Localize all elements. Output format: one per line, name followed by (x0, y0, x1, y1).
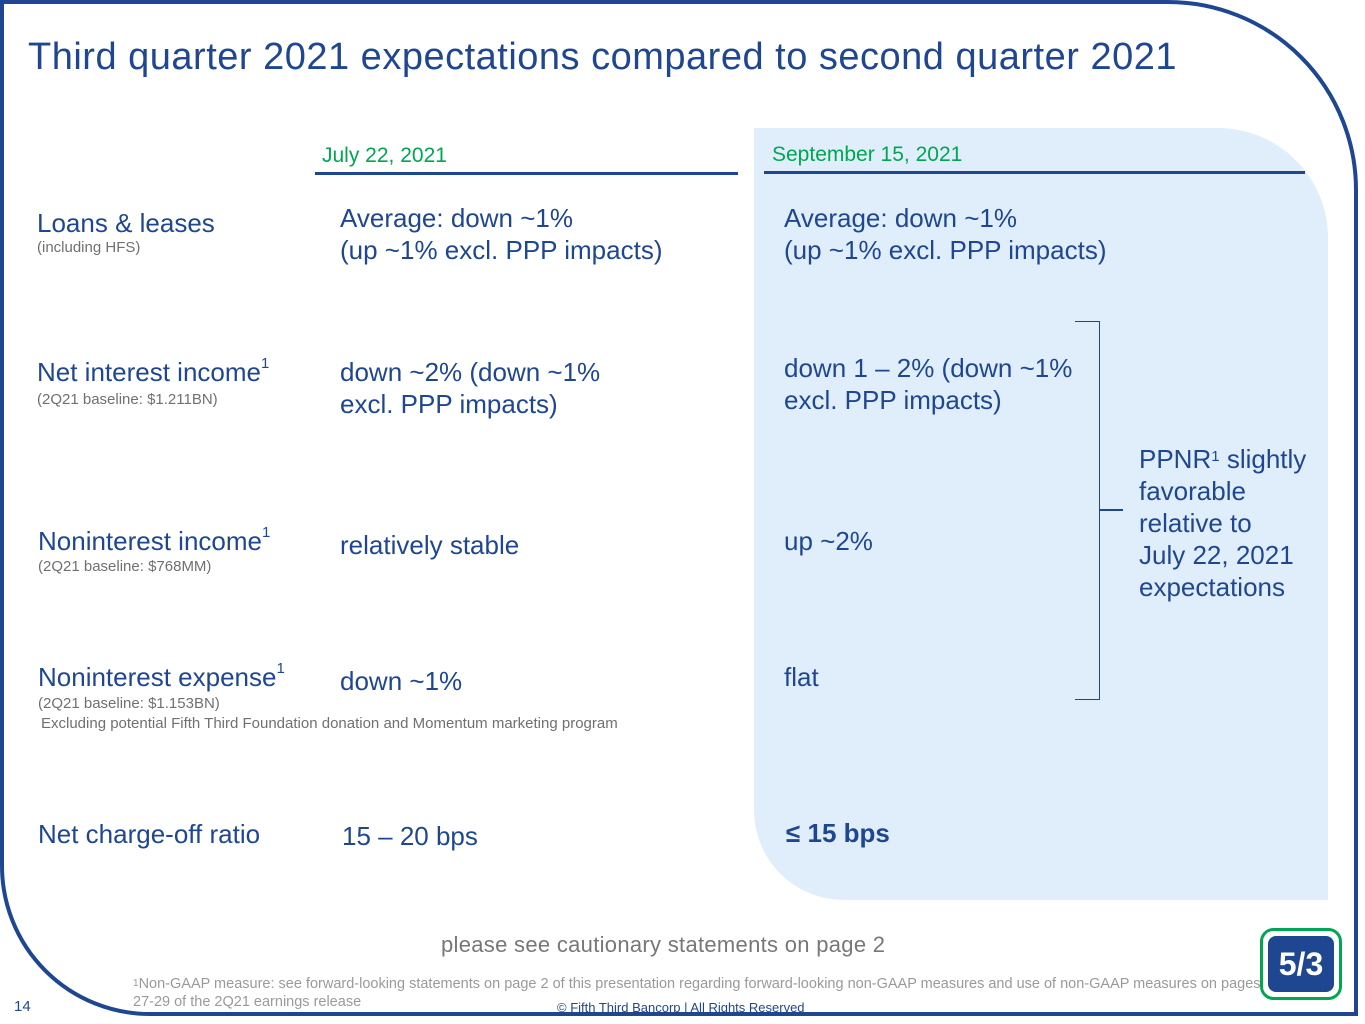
september-value-noninterest-expense: flat (784, 662, 819, 692)
column-rule-july (315, 172, 738, 175)
july-value-noninterest-expense: down ~1% (340, 666, 463, 696)
row-sub-noninterest-income: (2Q21 baseline: $768MM) (38, 558, 212, 575)
footnote: 1Non-GAAP measure: see forward-looking s… (133, 976, 1261, 1010)
july-value-nco: 15 – 20 bps (342, 821, 478, 851)
september-value-nii: down 1 – 2% (down ~1% excl. PPP impacts) (784, 353, 1073, 415)
fifth-third-logo: 5/3 (1260, 928, 1342, 1000)
september-panel (754, 128, 1328, 900)
ppnr-bracket (1075, 321, 1100, 700)
cautionary-note: please see cautionary statements on page… (441, 932, 886, 957)
row-label-noninterest-expense: Noninterest expense1 (38, 660, 285, 692)
september-value-loans: Average: down ~1% (up ~1% excl. PPP impa… (784, 203, 1107, 265)
svg-text:5/3: 5/3 (1279, 946, 1323, 982)
row-label-noninterest-income: Noninterest income1 (38, 524, 271, 556)
september-value-nco: ≤ 15 bps (786, 818, 890, 848)
september-value-noninterest-income: up ~2% (784, 526, 873, 556)
column-rule-september (764, 171, 1305, 174)
row-sub-loans: (including HFS) (37, 239, 141, 256)
column-header-september: September 15, 2021 (772, 143, 963, 166)
slide-title: Third quarter 2021 expectations compared… (28, 36, 1177, 78)
copyright: © Fifth Third Bancorp | All Rights Reser… (557, 1000, 805, 1015)
row-label-nco: Net charge-off ratio (38, 819, 261, 849)
ppnr-note: PPNR1 slightly favorable relative to Jul… (1139, 444, 1307, 602)
page-number: 14 (14, 998, 31, 1015)
row-label-nii: Net interest income1 (37, 355, 270, 387)
july-value-loans: Average: down ~1% (up ~1% excl. PPP impa… (340, 203, 663, 265)
july-value-nii: down ~2% (down ~1% excl. PPP impacts) (340, 357, 601, 419)
row-note-noninterest-expense: Excluding potential Fifth Third Foundati… (41, 715, 618, 732)
row-sub-noninterest-expense: (2Q21 baseline: $1.153BN) (38, 695, 220, 712)
ppnr-bracket-tick (1099, 509, 1123, 511)
july-value-noninterest-income: relatively stable (340, 530, 520, 560)
row-label-loans: Loans & leases (37, 208, 215, 238)
column-header-july: July 22, 2021 (322, 144, 447, 167)
row-sub-nii: (2Q21 baseline: $1.211BN) (37, 391, 218, 408)
